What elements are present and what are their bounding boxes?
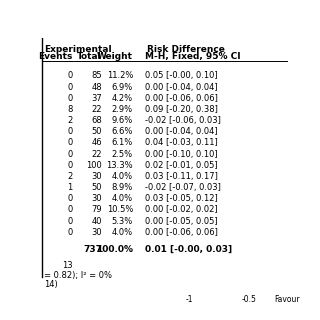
Text: 0.00 [-0.04, 0.04]: 0.00 [-0.04, 0.04] [145,83,217,92]
Text: 85: 85 [92,71,102,80]
Text: 0.00 [-0.10, 0.10]: 0.00 [-0.10, 0.10] [145,149,217,159]
Text: 22: 22 [92,149,102,159]
Text: 4.0%: 4.0% [112,172,133,181]
Text: 37: 37 [91,94,102,103]
Text: Risk Difference: Risk Difference [147,44,225,53]
Text: 0: 0 [67,139,73,148]
Text: 0: 0 [67,149,73,159]
Text: 2: 2 [67,172,73,181]
Text: 0: 0 [67,94,73,103]
Text: 0: 0 [67,217,73,226]
Text: Favour: Favour [274,295,300,304]
Text: 0.04 [-0.03, 0.11]: 0.04 [-0.03, 0.11] [145,139,217,148]
Text: -0.02 [-0.06, 0.03]: -0.02 [-0.06, 0.03] [145,116,220,125]
Text: 1: 1 [67,183,73,192]
Text: 46: 46 [92,139,102,148]
Text: 0.01 [-0.00, 0.03]: 0.01 [-0.00, 0.03] [145,245,232,254]
Text: 0.00 [-0.04, 0.04]: 0.00 [-0.04, 0.04] [145,127,217,136]
Text: 50: 50 [92,183,102,192]
Text: 0: 0 [67,83,73,92]
Text: 0.03 [-0.05, 0.12]: 0.03 [-0.05, 0.12] [145,194,217,203]
Text: 9.6%: 9.6% [112,116,133,125]
Text: 737: 737 [83,245,102,254]
Text: 30: 30 [92,172,102,181]
Text: = 0.82); I² = 0%: = 0.82); I² = 0% [44,271,112,280]
Text: -1: -1 [186,295,193,304]
Text: -0.5: -0.5 [242,295,257,304]
Text: -0.02 [-0.07, 0.03]: -0.02 [-0.07, 0.03] [145,183,220,192]
Text: 0: 0 [67,71,73,80]
Text: 0: 0 [67,205,73,214]
Text: 0.00 [-0.05, 0.05]: 0.00 [-0.05, 0.05] [145,217,217,226]
Text: 22: 22 [92,105,102,114]
Text: 50: 50 [92,127,102,136]
Text: 40: 40 [92,217,102,226]
Text: 2.9%: 2.9% [112,105,133,114]
Text: Total: Total [77,52,102,61]
Text: 6.9%: 6.9% [112,83,133,92]
Text: 11.2%: 11.2% [107,71,133,80]
Text: 8: 8 [67,105,73,114]
Text: 48: 48 [92,83,102,92]
Text: 4.0%: 4.0% [112,194,133,203]
Text: 8.9%: 8.9% [112,183,133,192]
Text: 13: 13 [62,261,73,270]
Text: 0: 0 [67,228,73,237]
Text: 0.05 [-0.00, 0.10]: 0.05 [-0.00, 0.10] [145,71,217,80]
Text: 13.3%: 13.3% [106,161,133,170]
Text: 4.2%: 4.2% [112,94,133,103]
Text: 10.5%: 10.5% [107,205,133,214]
Text: 79: 79 [92,205,102,214]
Text: 0: 0 [67,161,73,170]
Text: 100.0%: 100.0% [96,245,133,254]
Text: 14): 14) [44,280,58,289]
Text: 4.0%: 4.0% [112,228,133,237]
Text: 5.3%: 5.3% [112,217,133,226]
Text: M-H, Fixed, 95% CI: M-H, Fixed, 95% CI [145,52,240,61]
Text: 0.00 [-0.06, 0.06]: 0.00 [-0.06, 0.06] [145,94,218,103]
Text: 2: 2 [67,116,73,125]
Text: Weight: Weight [97,52,133,61]
Text: 0.03 [-0.11, 0.17]: 0.03 [-0.11, 0.17] [145,172,218,181]
Text: 0.09 [-0.20, 0.38]: 0.09 [-0.20, 0.38] [145,105,218,114]
Text: 2.5%: 2.5% [112,149,133,159]
Text: 0.00 [-0.06, 0.06]: 0.00 [-0.06, 0.06] [145,228,218,237]
Text: 0.02 [-0.01, 0.05]: 0.02 [-0.01, 0.05] [145,161,217,170]
Text: Events: Events [38,52,73,61]
Text: Experimental: Experimental [44,44,111,53]
Text: 30: 30 [92,228,102,237]
Text: 6.1%: 6.1% [112,139,133,148]
Text: 30: 30 [92,194,102,203]
Text: 68: 68 [91,116,102,125]
Text: 0: 0 [67,194,73,203]
Text: 6.6%: 6.6% [112,127,133,136]
Text: 100: 100 [86,161,102,170]
Text: 0: 0 [67,127,73,136]
Text: 0.00 [-0.02, 0.02]: 0.00 [-0.02, 0.02] [145,205,217,214]
